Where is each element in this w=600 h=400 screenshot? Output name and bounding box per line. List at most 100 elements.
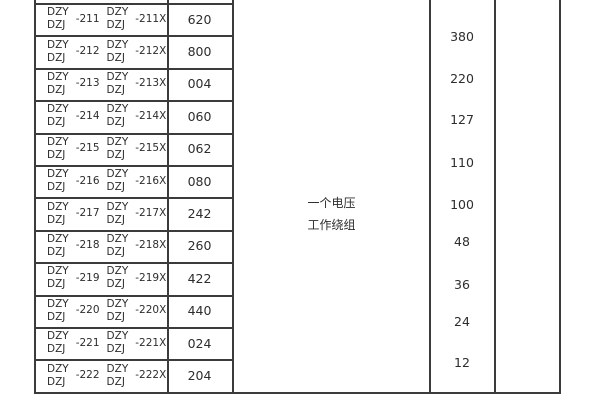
model-cell: DZY DZJ -213 DZY DZJ -213X [36, 68, 167, 100]
grid-line [34, 392, 561, 394]
model-prefix-stack: DZY DZJ [47, 330, 69, 356]
model-prefix-top: DZY [106, 168, 129, 181]
model-prefix-stack: DZY DZJ [107, 103, 129, 129]
grid-line [232, 0, 234, 394]
model-prefix-bottom: DZJ [47, 278, 66, 291]
model-suffix-x: -219X [135, 271, 167, 284]
winding-label-line2: 工作绕组 [307, 218, 356, 232]
model-prefix-top: DZY [106, 232, 129, 245]
model-suffix-x: -215X [135, 142, 167, 155]
model-prefix-bottom: DZJ [106, 343, 125, 356]
table-row: DZY DZJ -215 DZY DZJ -215X 062 [36, 133, 232, 165]
model-prefix-top: DZY [106, 200, 129, 213]
model-prefix-stack: DZY DZJ [107, 265, 129, 291]
model-prefix-top: DZY [106, 38, 129, 51]
model-prefix-top: DZY [106, 297, 129, 310]
model-suffix-x: -212X [135, 45, 167, 58]
empty-cell [496, 0, 559, 394]
model-prefix-bottom: DZJ [47, 51, 66, 64]
model-prefix-bottom: DZJ [106, 51, 125, 64]
model-prefix-top: DZY [106, 135, 129, 148]
model-prefix-stack: DZY DZJ [47, 363, 69, 389]
model-prefix-stack: DZY DZJ [47, 39, 69, 65]
voltage-value: 380 [450, 29, 474, 44]
model-prefix-stack: DZY DZJ [47, 136, 69, 162]
table-row: DZY DZJ -218 DZY DZJ -218X 260 [36, 230, 232, 262]
winding-cell: 一个电压 工作绕组 [234, 0, 429, 394]
model-prefix-bottom: DZJ [47, 19, 66, 32]
code-cell: 440 [187, 303, 212, 319]
model-suffix-x: -211X [135, 12, 167, 25]
model-prefix-stack: DZY DZJ [107, 233, 129, 259]
voltage-value: 220 [450, 71, 474, 86]
model-prefix-bottom: DZJ [106, 181, 125, 194]
voltage-value: 12 [454, 355, 470, 370]
code-cell: 204 [187, 368, 212, 384]
voltage-value: 24 [454, 314, 470, 329]
voltage-value: 48 [454, 234, 470, 249]
model-prefix-top: DZY [47, 103, 69, 116]
model-prefix-top: DZY [106, 6, 129, 19]
grid-line [34, 100, 234, 103]
model-prefix-top: DZY [47, 297, 69, 310]
model-prefix-stack: DZY DZJ [107, 330, 129, 356]
model-suffix: -213 [75, 77, 100, 90]
model-prefix-bottom: DZJ [106, 148, 125, 161]
model-prefix-top: DZY [47, 6, 69, 19]
model-prefix-top: DZY [47, 200, 69, 213]
code-cell: 260 [187, 238, 212, 254]
model-suffix: -219 [75, 271, 100, 284]
model-prefix-bottom: DZJ [47, 310, 66, 323]
model-suffix: -217 [75, 207, 100, 220]
model-prefix-stack: DZY DZJ [107, 136, 129, 162]
model-prefix-stack: DZY DZJ [47, 298, 69, 324]
model-cell: DZY DZJ -222 DZY DZJ -222X [36, 359, 167, 391]
grid-line [34, 165, 234, 167]
model-prefix-bottom: DZJ [47, 83, 66, 96]
model-suffix: -216 [75, 174, 100, 187]
model-prefix-stack: DZY DZJ [107, 71, 129, 97]
table-row: DZY DZJ -219 DZY DZJ -219X 422 [36, 262, 232, 294]
model-suffix: -222 [75, 369, 100, 382]
winding-label-line1: 一个电压 [307, 196, 356, 210]
model-cell: DZY DZJ -212 DZY DZJ -212X [36, 35, 167, 67]
model-prefix-top: DZY [47, 70, 69, 83]
model-suffix: -221 [75, 336, 100, 349]
code-cell: 800 [187, 44, 212, 60]
model-prefix-stack: DZY DZJ [107, 6, 129, 32]
model-suffix: -220 [75, 304, 100, 317]
model-prefix-bottom: DZJ [106, 375, 125, 388]
model-prefix-bottom: DZJ [47, 375, 66, 388]
model-prefix-bottom: DZJ [106, 19, 125, 32]
code-cell: 080 [187, 173, 212, 189]
model-cell: DZY DZJ -215 DZY DZJ -215X [36, 133, 167, 165]
grid-line [34, 132, 234, 135]
model-suffix-x: -216X [135, 174, 167, 187]
voltage-value: 36 [454, 277, 470, 292]
model-prefix-top: DZY [106, 362, 129, 375]
table-row: DZY DZJ -212 DZY DZJ -212X 800 [36, 35, 232, 67]
model-prefix-bottom: DZJ [106, 116, 125, 129]
model-suffix-x: -220X [135, 304, 167, 317]
grid-line [494, 0, 496, 394]
grid-line [34, 229, 234, 232]
model-prefix-stack: DZY DZJ [107, 39, 129, 65]
model-prefix-top: DZY [106, 103, 129, 116]
voltage-value: 127 [450, 112, 474, 127]
voltage-column: 380 220 127 110 100 48 36 24 12 [431, 0, 493, 394]
model-cell: DZY DZJ -221 DZY DZJ -221X [36, 327, 167, 359]
code-cell: 062 [187, 141, 212, 157]
voltage-value: 100 [450, 197, 474, 212]
model-prefix-stack: DZY DZJ [47, 233, 69, 259]
model-cell: DZY DZJ -219 DZY DZJ -219X [36, 262, 167, 294]
grid-line [34, 359, 234, 362]
code-cell: 422 [187, 270, 212, 286]
model-suffix-x: -217X [135, 207, 167, 220]
model-prefix-stack: DZY DZJ [47, 168, 69, 194]
table-row: DZY DZJ -216 DZY DZJ -216X 080 [36, 165, 232, 197]
model-prefix-top: DZY [47, 168, 69, 181]
model-suffix-x: -213X [135, 77, 167, 90]
table-row: DZY DZJ -217 DZY DZJ -217X 242 [36, 197, 232, 229]
grid-line [34, 3, 234, 5]
table-row: DZY DZJ -220 DZY DZJ -220X 440 [36, 295, 232, 327]
